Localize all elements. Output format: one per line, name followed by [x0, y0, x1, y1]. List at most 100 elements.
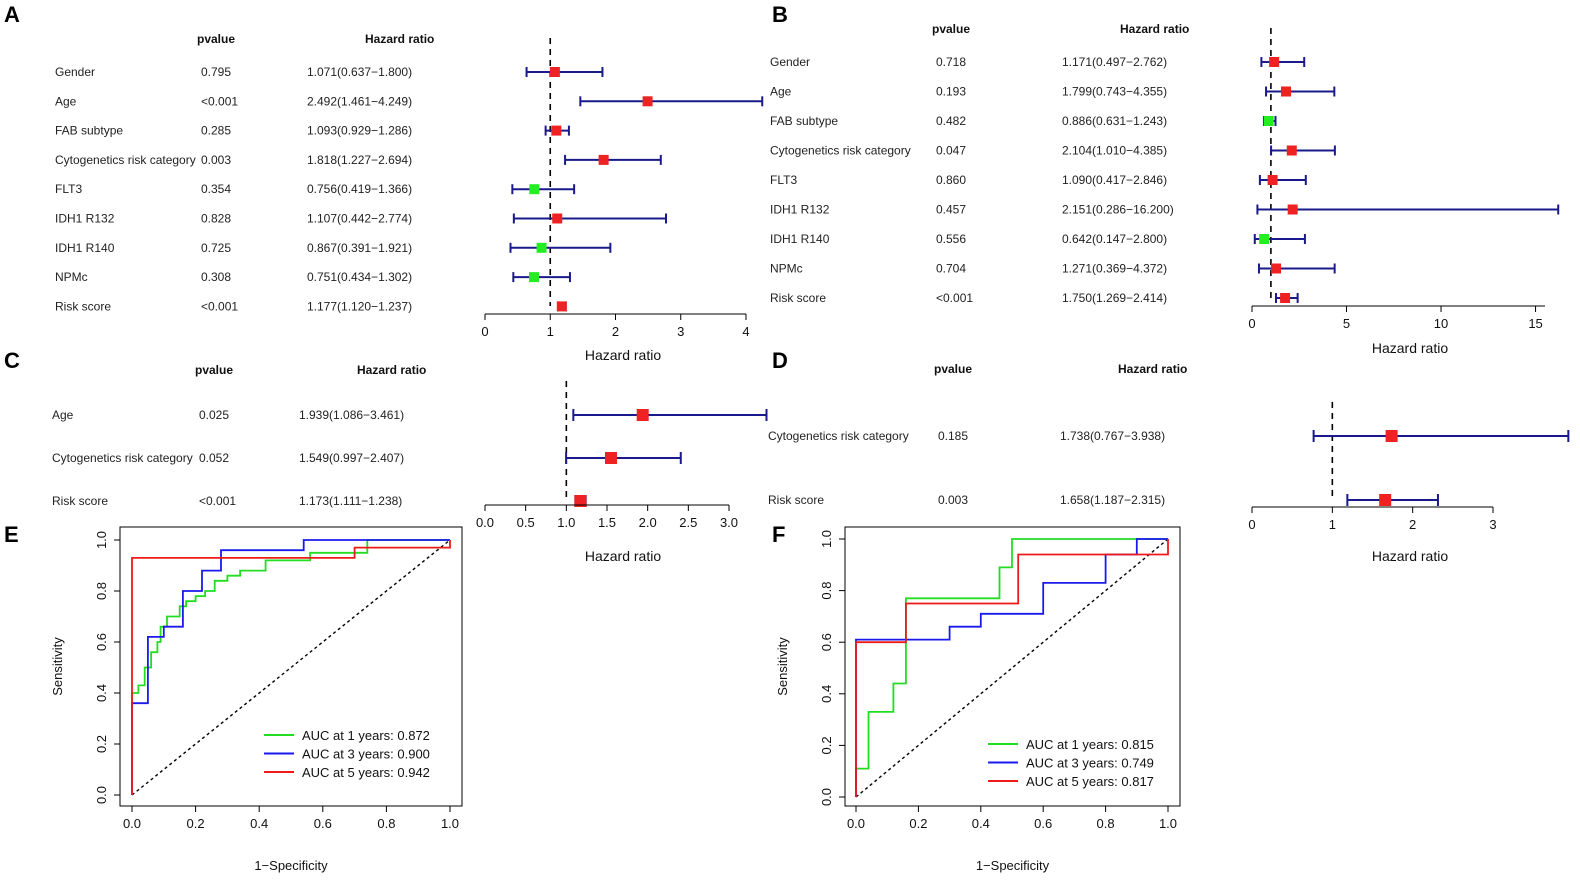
row-pvalue: 0.003	[938, 493, 968, 507]
row-pvalue: 0.828	[201, 212, 231, 226]
x-axis-label: 1−Specificity	[976, 858, 1050, 873]
row-pvalue: <0.001	[201, 299, 238, 313]
row-pvalue: 0.047	[936, 144, 966, 158]
roc-curve	[855, 538, 1168, 797]
y-axis-label: Sensitivity	[50, 637, 65, 696]
row-hr-text: 2.151(0.286−16.200)	[1062, 203, 1174, 217]
row-label: Age	[55, 94, 77, 108]
x-tick-label: 0.4	[250, 816, 268, 831]
row-pvalue: 0.193	[936, 85, 966, 99]
panel-label-d: D	[772, 348, 788, 373]
row-hr-text: 0.756(0.419−1.366)	[307, 182, 412, 196]
row-label: Risk score	[55, 299, 111, 313]
roc-curve	[131, 540, 451, 795]
hr-point	[551, 125, 562, 136]
x-tick-label: 3	[1489, 517, 1496, 532]
row-label: Cytogenetics risk category	[770, 144, 911, 158]
forest-plot-a: pvalue Hazard ratio Gender 0.795 1.071(0.637…	[55, 32, 764, 363]
row-label: NPMc	[55, 270, 88, 284]
row-pvalue: 0.482	[936, 114, 966, 128]
y-tick-label: 0.0	[94, 786, 109, 804]
hr-point	[556, 301, 567, 312]
row-hr-text: 1.271(0.369−4.372)	[1062, 262, 1167, 276]
x-tick-label: 1	[1329, 517, 1336, 532]
row-pvalue: 0.704	[936, 262, 966, 276]
panel-label-e: E	[4, 522, 19, 547]
row-label: IDH1 R132	[55, 212, 115, 226]
hr-point	[604, 452, 617, 464]
row-label: FLT3	[55, 182, 82, 196]
x-tick-label: 0.6	[1034, 816, 1052, 831]
row-hr-text: 1.658(1.187−2.315)	[1060, 493, 1165, 507]
legend-entry: AUC at 5 years: 0.942	[302, 765, 430, 780]
x-tick-label: 1.0	[1159, 816, 1177, 831]
row-pvalue: <0.001	[199, 494, 236, 508]
row-pvalue: <0.001	[936, 291, 973, 305]
panel-label-b: B	[772, 2, 788, 27]
row-pvalue: 0.052	[199, 451, 229, 465]
row-pvalue: 0.718	[936, 55, 966, 69]
plot-frame	[844, 526, 1181, 807]
row-label: Gender	[55, 65, 95, 79]
hr-point	[1267, 175, 1278, 185]
hr-point	[529, 272, 540, 283]
x-tick-label: 3	[677, 324, 684, 339]
row-label: FAB subtype	[770, 114, 838, 128]
x-tick-label: 0	[481, 324, 488, 339]
row-label: Cytogenetics risk category	[768, 429, 909, 443]
y-tick-label: 1.0	[94, 531, 109, 549]
x-tick-label: 2.0	[639, 515, 657, 530]
row-pvalue: 0.285	[201, 124, 231, 138]
y-tick-label: 0.2	[94, 735, 109, 753]
x-tick-label: 0	[1248, 517, 1255, 532]
row-pvalue: <0.001	[201, 94, 238, 108]
hr-point	[1286, 145, 1297, 156]
row-hr-text: 1.093(0.929−1.286)	[307, 124, 412, 138]
row-pvalue: 0.354	[201, 182, 231, 196]
row-hr-text: 0.867(0.391−1.921)	[307, 241, 412, 255]
hr-point	[1263, 116, 1274, 126]
row-label: IDH1 R140	[770, 232, 830, 246]
hr-point	[1385, 430, 1398, 442]
row-pvalue: 0.003	[201, 153, 231, 167]
legend-entry: AUC at 1 years: 0.872	[302, 728, 430, 743]
plot-frame	[119, 526, 463, 807]
roc-curve	[131, 539, 450, 795]
x-tick-label: 2	[612, 324, 619, 339]
hr-point	[529, 184, 540, 195]
x-tick-label: 15	[1528, 316, 1542, 331]
row-hr-text: 1.071(0.637−1.800)	[307, 65, 412, 79]
row-pvalue: 0.725	[201, 241, 231, 255]
row-label: Cytogenetics risk category	[55, 153, 196, 167]
hr-point	[574, 495, 587, 507]
x-axis-label: Hazard ratio	[585, 347, 661, 363]
diagonal-reference	[131, 539, 451, 796]
row-label: Age	[770, 85, 792, 99]
y-tick-label: 0.6	[819, 633, 834, 651]
row-pvalue: 0.860	[936, 173, 966, 187]
hr-point	[1281, 86, 1292, 97]
row-label: IDH1 R132	[770, 203, 830, 217]
forest-plot-b: pvalue Hazard ratio Gender 0.718 1.171(0.497…	[770, 22, 1560, 356]
roc-curve	[855, 539, 1169, 797]
x-tick-label: 0.0	[123, 816, 141, 831]
row-label: Risk score	[770, 291, 826, 305]
x-axis-label: 1−Specificity	[254, 858, 328, 873]
x-tick-label: 1	[547, 324, 554, 339]
x-tick-label: 0.0	[476, 515, 494, 530]
x-axis-label: Hazard ratio	[585, 548, 661, 564]
hr-point	[1280, 293, 1291, 303]
row-label: Cytogenetics risk category	[52, 451, 193, 465]
hr-point	[536, 242, 547, 253]
pvalue-header: pvalue	[195, 363, 233, 377]
y-tick-label: 0.8	[819, 582, 834, 600]
hazard-ratio-header: Hazard ratio	[365, 32, 434, 46]
x-tick-label: 0.2	[187, 816, 205, 831]
hr-point	[552, 213, 563, 224]
pvalue-header: pvalue	[932, 22, 970, 36]
row-pvalue: 0.795	[201, 65, 231, 79]
legend-entry: AUC at 1 years: 0.815	[1026, 737, 1154, 752]
row-hr-text: 1.939(1.086−3.461)	[299, 408, 404, 422]
x-tick-label: 4	[742, 324, 749, 339]
x-tick-label: 0.8	[377, 816, 395, 831]
